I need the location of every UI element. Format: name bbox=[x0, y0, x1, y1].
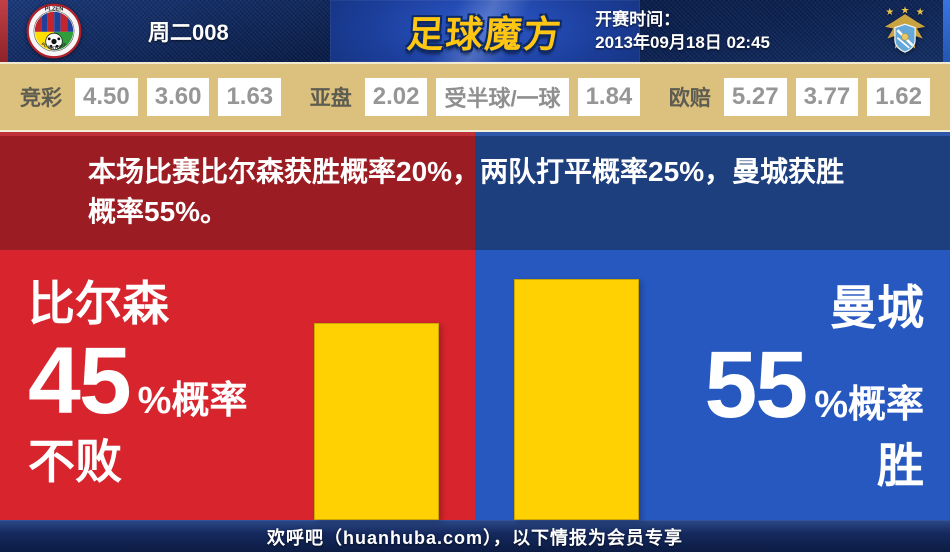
home-probability-bar bbox=[314, 323, 439, 520]
header-right-accent bbox=[943, 0, 950, 62]
probability-section: 本场比赛比尔森获胜概率20%，两队打平概率25%，曼城获胜概率55%。 比尔森 … bbox=[0, 132, 950, 520]
home-team-crest-icon: PLZEN FC VIKTORIA bbox=[26, 3, 82, 59]
home-probability-label: 比尔森 45 %概率 不败 bbox=[28, 278, 247, 488]
match-code: 周二008 bbox=[148, 20, 229, 45]
away-probability-value: 55 bbox=[704, 332, 809, 438]
kickoff-label: 开赛时间： bbox=[595, 10, 681, 29]
footer: 欢呼吧（huanhuba.com），以下情报为会员专享 bbox=[0, 520, 950, 552]
odds-bar: 竞彩 4.50 3.60 1.63 亚盘 2.02 受半球/一球 1.84 欧赔… bbox=[0, 62, 950, 132]
odds-label-oupei: 欧赔 bbox=[668, 87, 711, 110]
odds-label-yapan: 亚盘 bbox=[309, 87, 352, 110]
header-left-group: PLZEN FC VIKTORIA 周二008 bbox=[26, 0, 229, 62]
handicap-away-odds: 1.84 bbox=[577, 78, 641, 116]
home-crest-ring-text: FC VIKTORIA bbox=[41, 41, 68, 51]
home-outcome: 不败 bbox=[28, 435, 122, 488]
svg-text:★: ★ bbox=[916, 7, 925, 18]
site-logo-text: 足球魔方 bbox=[405, 14, 565, 55]
handicap-line: 受半球/一球 bbox=[436, 78, 569, 116]
kickoff-info: 开赛时间： 2013年09月18日 02:45 bbox=[595, 8, 770, 54]
odds-group-european: 欧赔 5.27 3.77 1.62 bbox=[669, 78, 930, 116]
handicap-home-odds: 2.02 bbox=[364, 78, 428, 116]
odds-value-away: 1.63 bbox=[218, 78, 282, 116]
odds-label-jingcai: 竞彩 bbox=[20, 87, 62, 110]
summary-band bbox=[0, 136, 950, 250]
away-team-crest-icon: ★ ★ ★ bbox=[878, 4, 932, 58]
away-outcome: 胜 bbox=[877, 439, 924, 492]
euro-odds-draw: 3.77 bbox=[795, 78, 859, 116]
svg-text:★: ★ bbox=[885, 7, 894, 18]
home-crest-top-text: PLZEN bbox=[45, 7, 64, 13]
match-summary-text: 本场比赛比尔森获胜概率20%，两队打平概率25%，曼城获胜概率55%。 bbox=[88, 156, 845, 227]
home-probability-value: 45 bbox=[28, 328, 132, 434]
away-probability-bar bbox=[514, 279, 639, 520]
odds-group-asian-handicap: 亚盘 2.02 受半球/一球 1.84 bbox=[310, 78, 641, 116]
site-logo[interactable]: 足球魔方 bbox=[330, 0, 640, 62]
euro-odds-home: 5.27 bbox=[723, 78, 787, 116]
away-probability-value-row: 55 %概率 bbox=[704, 332, 924, 438]
kickoff-time: 2013年09月18日 02:45 bbox=[595, 33, 770, 52]
away-probability-label: 曼城 55 %概率 胜 bbox=[705, 282, 924, 492]
svg-text:FC VIKTORIA: FC VIKTORIA bbox=[41, 41, 68, 51]
away-team-name: 曼城 bbox=[830, 281, 924, 334]
summary-band-accent bbox=[0, 132, 950, 136]
home-probability-value-row: 45 %概率 bbox=[28, 328, 248, 434]
away-probability-unit: %概率 bbox=[814, 384, 924, 426]
svg-text:★: ★ bbox=[900, 5, 909, 16]
header-right-group: 开赛时间： 2013年09月18日 02:45 ★ ★ ★ bbox=[595, 0, 932, 62]
header: PLZEN FC VIKTORIA 周二008 足球魔方 开赛时间： 2013年… bbox=[0, 0, 950, 62]
home-probability-unit: %概率 bbox=[137, 380, 248, 422]
odds-value-draw: 3.60 bbox=[146, 78, 210, 116]
euro-odds-away: 1.62 bbox=[867, 78, 930, 116]
odds-value-home: 4.50 bbox=[75, 78, 138, 116]
odds-group-jingcai: 竞彩 4.50 3.60 1.63 bbox=[20, 78, 282, 116]
footer-text: 欢呼吧（huanhuba.com），以下情报为会员专享 bbox=[266, 527, 683, 548]
header-left-accent bbox=[0, 0, 8, 62]
home-team-name: 比尔森 bbox=[28, 277, 169, 330]
